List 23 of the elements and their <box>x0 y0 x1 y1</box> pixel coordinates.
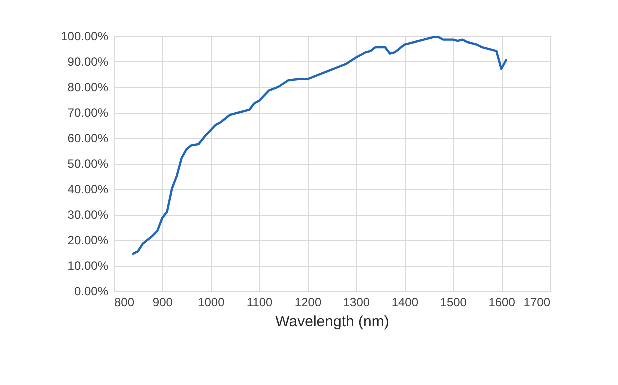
x-tick-label: 1000 <box>198 296 226 310</box>
y-tick-label: 100.00% <box>61 30 109 44</box>
y-tick-label: 10.00% <box>68 259 109 273</box>
y-tick-label: 80.00% <box>68 80 109 94</box>
x-tick-label: 1400 <box>392 296 419 310</box>
y-tick-label: 30.00% <box>68 208 109 222</box>
x-tick-label: 1200 <box>294 296 322 310</box>
x-tick-label: 1100 <box>246 296 274 310</box>
y-tick-label: 40.00% <box>68 182 109 196</box>
x-tick-label: 800 <box>114 296 135 310</box>
y-tick-label: 90.00% <box>68 55 109 69</box>
x-tick-label: 1600 <box>488 296 516 310</box>
x-tick-label: 1700 <box>524 296 551 310</box>
line-series <box>132 36 508 256</box>
y-tick-label: 20.00% <box>68 234 109 248</box>
y-tick-label: 0.00% <box>74 284 109 298</box>
x-tick-label: 1300 <box>343 296 370 310</box>
x-tick-label: 900 <box>152 296 174 310</box>
y-tick-label: 60.00% <box>68 132 109 146</box>
y-tick-label: 70.00% <box>68 106 109 120</box>
y-tick-label: 50.00% <box>68 157 109 171</box>
x-axis-title: Wavelength (nm) <box>276 314 390 330</box>
x-tick-label: 1500 <box>440 296 468 310</box>
